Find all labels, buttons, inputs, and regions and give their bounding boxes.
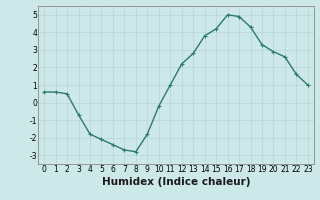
X-axis label: Humidex (Indice chaleur): Humidex (Indice chaleur) xyxy=(102,177,250,187)
